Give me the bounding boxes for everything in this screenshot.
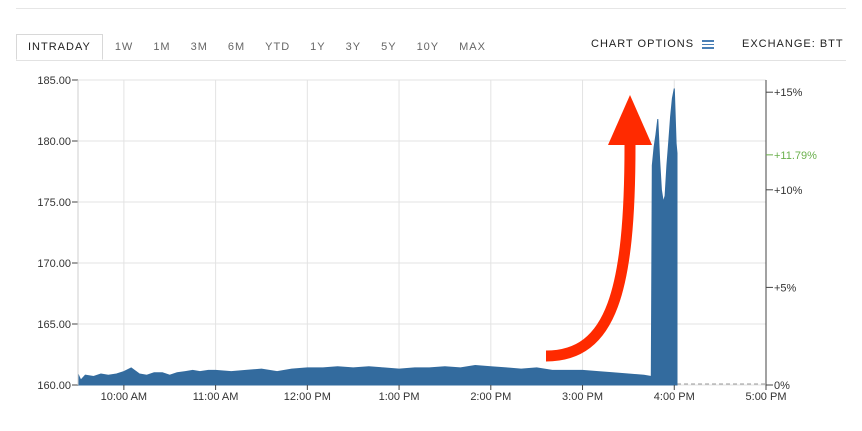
time-axis: 10:00 AM 11:00 AM 12:00 PM 1:00 PM 2:00 PM 3:…: [101, 385, 787, 403]
red-arrow-annotation: [545, 95, 652, 362]
y-tick-label: 175.00: [37, 197, 71, 209]
x-tick-label: 3:00 PM: [562, 391, 603, 403]
x-tick-label: 4:00 PM: [654, 391, 695, 403]
tab-max[interactable]: MAX: [459, 41, 486, 53]
exchange-label: EXCHANGE: BTT: [742, 38, 844, 50]
x-tick-label: 2:00 PM: [470, 391, 511, 403]
tab-3m[interactable]: 3M: [190, 41, 208, 53]
tab-intraday[interactable]: INTRADAY: [16, 34, 103, 60]
hamburger-menu-icon: [702, 38, 715, 51]
tab-ytd[interactable]: YTD: [265, 41, 291, 53]
right-percent-axis: +15% +10% +5% 0% +11.79%: [765, 80, 817, 392]
right-tick-label: +15%: [774, 87, 803, 99]
tabs-divider: [16, 60, 846, 61]
y-tick-label: 170.00: [37, 258, 71, 270]
arrow-shaft: [545, 144, 636, 362]
price-area: [77, 88, 678, 386]
tab-1m[interactable]: 1M: [153, 41, 171, 53]
y-tick-label: 185.00: [37, 75, 71, 87]
exchange-selector[interactable]: EXCHANGE: BTT: [742, 38, 844, 50]
left-price-axis: 185.00 180.00 175.00 170.00 165.00 160.00: [37, 75, 79, 392]
tab-3y[interactable]: 3Y: [345, 41, 362, 53]
tab-10y[interactable]: 10Y: [416, 41, 440, 53]
tab-1y[interactable]: 1Y: [310, 41, 326, 53]
tab-6m[interactable]: 6M: [227, 41, 246, 53]
range-tabs: INTRADAY 1W 1M 3M 6M YTD 1Y 3Y 5Y 10Y MAX: [16, 34, 506, 60]
chart-options-label: CHART OPTIONS: [591, 38, 695, 51]
x-tick-label: 11:00 AM: [193, 391, 239, 403]
arrow-head: [608, 95, 652, 145]
x-tick-label: 5:00 PM: [746, 391, 787, 403]
y-tick-label: 165.00: [37, 319, 71, 331]
y-tick-label: 160.00: [37, 380, 71, 392]
x-tick-label: 1:00 PM: [379, 391, 420, 403]
tab-5y[interactable]: 5Y: [381, 41, 397, 53]
price-area-series: [77, 88, 678, 386]
current-change-label: +11.79%: [774, 150, 817, 162]
x-tick-label: 12:00 PM: [284, 391, 331, 403]
top-divider: [16, 8, 846, 9]
x-tick-label: 10:00 AM: [101, 391, 147, 403]
right-tick-label: +10%: [774, 185, 803, 197]
y-tick-label: 180.00: [37, 136, 71, 148]
chart-options-button[interactable]: CHART OPTIONS: [591, 38, 715, 51]
right-tick-label: +5%: [774, 282, 797, 294]
right-tick-label: 0%: [774, 380, 790, 392]
tab-1w[interactable]: 1W: [114, 41, 134, 53]
